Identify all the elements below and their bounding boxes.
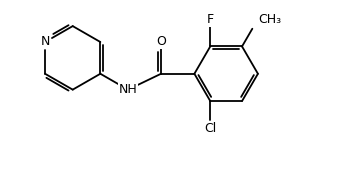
Text: Cl: Cl: [204, 122, 216, 135]
Text: NH: NH: [119, 83, 137, 96]
Text: CH₃: CH₃: [258, 13, 281, 26]
Text: N: N: [40, 36, 50, 49]
Text: F: F: [207, 13, 214, 26]
Text: O: O: [156, 36, 166, 49]
